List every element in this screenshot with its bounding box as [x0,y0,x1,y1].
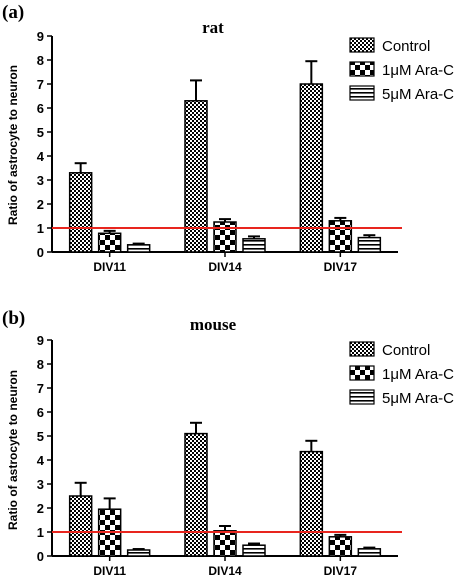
y-tick-label: 6 [37,405,44,420]
bar-5um-ara-c-div11 [126,244,151,253]
y-tick-label: 7 [37,77,44,92]
y-tick-label: 9 [37,333,44,348]
bar-control-div11 [68,495,93,557]
x-tick-label: DIV14 [208,564,242,578]
bar-5um-ara-c-div14 [242,544,266,557]
bar-control-div17 [299,83,324,253]
bar-5um-ara-c-div17 [357,236,382,253]
bar-control-div14 [184,100,208,253]
plot-area: 0 1 2 3 4 5 6 7 8 9 DIV11 DIV14 DIV17 [37,29,402,274]
y-tick-label: 5 [37,429,44,444]
legend-label-5um-ara-c: 5μM Ara-C [382,390,454,407]
y-tick-label: 8 [37,53,44,68]
y-tick-label: 0 [37,549,44,564]
legend-label-control: Control [382,342,430,359]
legend: Control 1μM Ara-C 5μM Ara-C [349,341,454,407]
y-tick-label: 3 [37,477,44,492]
y-tick-label: 3 [37,173,44,188]
chart-title: mouse [190,315,237,334]
bar-1um-ara-c-div14 [213,221,237,253]
legend-label-control: Control [382,38,430,55]
legend: Control 1μM Ara-C 5μM Ara-C [349,37,454,103]
legend-swatch-control [349,341,375,357]
bar-1um-ara-c-div17 [328,536,353,557]
x-tick-label: DIV14 [208,260,242,274]
y-tick-label: 5 [37,125,44,140]
bar-control-div14 [184,432,208,557]
bar-5um-ara-c-div14 [242,238,266,253]
y-tick-label: 4 [37,149,45,164]
legend-swatch-control [349,37,375,53]
panel-label: (b) [2,308,25,329]
legend-swatch-5um-ara-c [349,389,375,405]
y-tick-label: 8 [37,357,44,372]
bar-1um-ara-c-div14 [213,530,237,557]
y-tick-label: 0 [37,245,44,260]
bar-5um-ara-c-div11 [126,549,151,557]
legend-label-1um-ara-c: 1μM Ara-C [382,366,454,383]
legend-swatch-5um-ara-c [349,85,375,101]
y-tick-label: 2 [37,501,44,516]
x-tick-label: DIV17 [324,260,358,274]
chart-panel-rat: (a) rat Ratio of astrocyte to neuron 0 1 2… [2,2,454,274]
panel-label: (a) [2,2,24,23]
x-tick-label: DIV11 [93,260,126,274]
y-tick-label: 2 [37,197,44,212]
y-tick-label: 9 [37,29,44,44]
y-tick-label: 7 [37,381,44,396]
y-tick-label: 1 [37,525,44,540]
bar-1um-ara-c-div17 [328,220,353,253]
y-axis-label: Ratio of astrocyte to neuron [6,370,20,530]
plot-area: 0 1 2 3 4 5 6 7 8 9 DIV11 DIV14 DIV17 [37,333,402,578]
bar-1um-ara-c-div11 [97,232,122,253]
x-tick-label: DIV11 [93,564,126,578]
y-tick-label: 6 [37,101,44,116]
legend-swatch-1um-ara-c [349,365,375,381]
legend-label-1um-ara-c: 1μM Ara-C [382,62,454,79]
bar-control-div11 [68,172,93,253]
legend-swatch-1um-ara-c [349,61,375,77]
bar-control-div17 [299,450,324,557]
chart-title: rat [202,18,224,37]
x-tick-label: DIV17 [324,564,358,578]
y-axis-label: Ratio of astrocyte to neuron [6,65,20,225]
y-tick-label: 1 [37,221,44,236]
bar-5um-ara-c-div17 [357,548,382,557]
legend-label-5um-ara-c: 5μM Ara-C [382,86,454,103]
chart-panel-mouse: (b) mouse Ratio of astrocyte to neuron 0… [2,308,454,578]
y-tick-label: 4 [37,453,45,468]
